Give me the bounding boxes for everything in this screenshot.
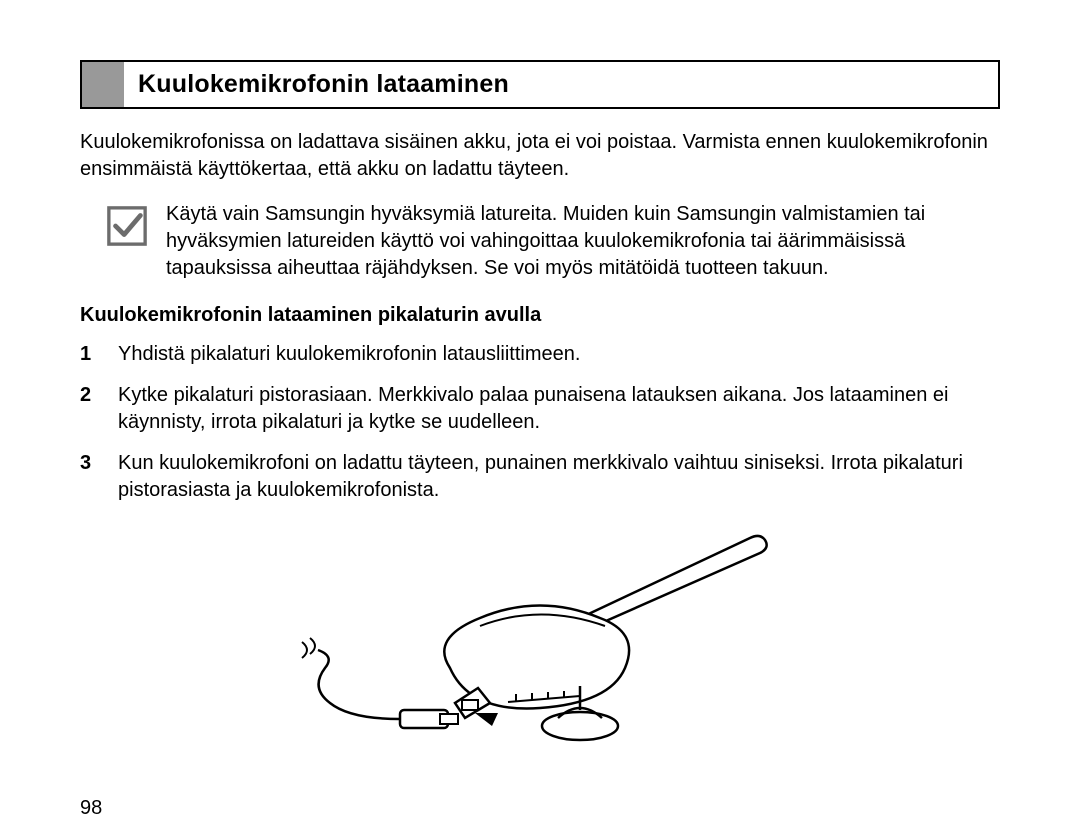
checkbox-note-icon [106, 205, 148, 252]
page-number: 98 [80, 797, 102, 820]
step-text: Kytke pikalaturi pistorasiaan. Merkkival… [118, 382, 1000, 436]
headset-charging-illustration [80, 518, 1000, 748]
section-heading-box: Kuulokemikrofonin lataaminen [80, 60, 1000, 109]
note-text: Käytä vain Samsungin hyväksymiä latureit… [166, 201, 1000, 282]
subheading: Kuulokemikrofonin lataaminen pikalaturin… [80, 304, 1000, 327]
step-number: 1 [80, 341, 100, 368]
steps-list: 1 Yhdistä pikalaturi kuulokemikrofonin l… [80, 341, 1000, 504]
step-item: 2 Kytke pikalaturi pistorasiaan. Merkkiv… [80, 382, 1000, 436]
step-text: Yhdistä pikalaturi kuulokemikrofonin lat… [118, 341, 580, 368]
section-heading: Kuulokemikrofonin lataaminen [124, 62, 523, 107]
step-item: 3 Kun kuulokemikrofoni on ladattu täytee… [80, 450, 1000, 504]
step-number: 2 [80, 382, 100, 436]
step-number: 3 [80, 450, 100, 504]
heading-tab [82, 62, 124, 107]
intro-paragraph: Kuulokemikrofonissa on ladattava sisäine… [80, 129, 1000, 183]
note-block: Käytä vain Samsungin hyväksymiä latureit… [106, 201, 1000, 282]
step-text: Kun kuulokemikrofoni on ladattu täyteen,… [118, 450, 1000, 504]
step-item: 1 Yhdistä pikalaturi kuulokemikrofonin l… [80, 341, 1000, 368]
